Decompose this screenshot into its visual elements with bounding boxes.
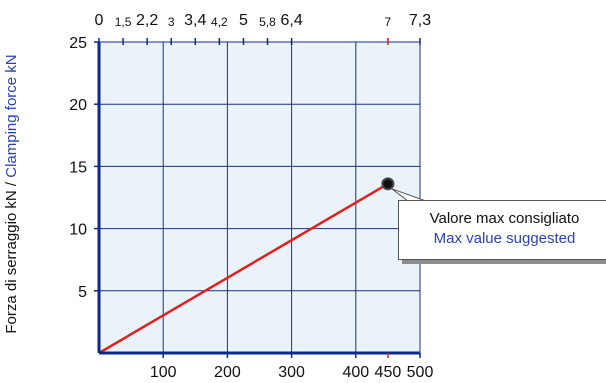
top-tick-label: 5,8 [259, 15, 276, 29]
x-tick-label: 400 [342, 364, 369, 381]
series-line [98, 182, 389, 355]
y-axis-label-it: Forza di serraggio kN [3, 190, 20, 333]
y-tick-label: 10 [69, 222, 87, 239]
y-tick-label: 5 [78, 284, 87, 301]
y-tick-label: 25 [69, 35, 87, 52]
max-point-marker [381, 177, 395, 191]
x-tick-label: 200 [214, 364, 241, 381]
series [98, 177, 395, 355]
top-tick-label: 3 [168, 15, 175, 29]
x-tick-label: 500 [407, 364, 434, 381]
plot-area [99, 42, 420, 353]
callout-line-en: Max value suggested [433, 230, 576, 247]
x-tick-label: 450 [375, 364, 402, 381]
x-axis-ticks: 100 200 300 400 450 500 [150, 353, 434, 381]
top-axis-ticks: 0 1,5 2,2 3 3,4 4,2 5 5,8 6,4 7 7,3 [95, 12, 431, 45]
y-tick-label: 20 [69, 97, 87, 114]
top-tick-label: 3,4 [184, 12, 206, 29]
top-tick-label: 1,5 [115, 15, 132, 29]
top-tick-label: 4,2 [211, 15, 228, 29]
top-tick-label: 2,2 [136, 12, 158, 29]
top-tick-label: 0 [95, 12, 104, 29]
y-tick-label: 15 [69, 159, 87, 176]
y-axis-label: Forza di serraggio kN / Clamping force k… [3, 54, 20, 333]
x-tick-label: 300 [278, 364, 305, 381]
plot-background [99, 42, 420, 353]
top-tick-label: 7 [385, 15, 392, 29]
top-tick-label: 6,4 [280, 12, 302, 29]
max-value-callout: Valore max consigliato Max value suggest… [398, 200, 606, 260]
callout-line-it: Valore max consigliato [429, 210, 580, 227]
y-axis-ticks: 5 10 15 20 25 [69, 35, 99, 301]
grid [99, 41, 421, 353]
axes [97, 42, 420, 355]
top-tick-label: 5 [239, 12, 248, 29]
y-axis-label-en: Clamping force kN [3, 54, 20, 177]
x-tick-label: 100 [150, 364, 177, 381]
y-axis-label-separator: / [3, 178, 20, 191]
top-tick-label: 7,3 [409, 12, 431, 29]
